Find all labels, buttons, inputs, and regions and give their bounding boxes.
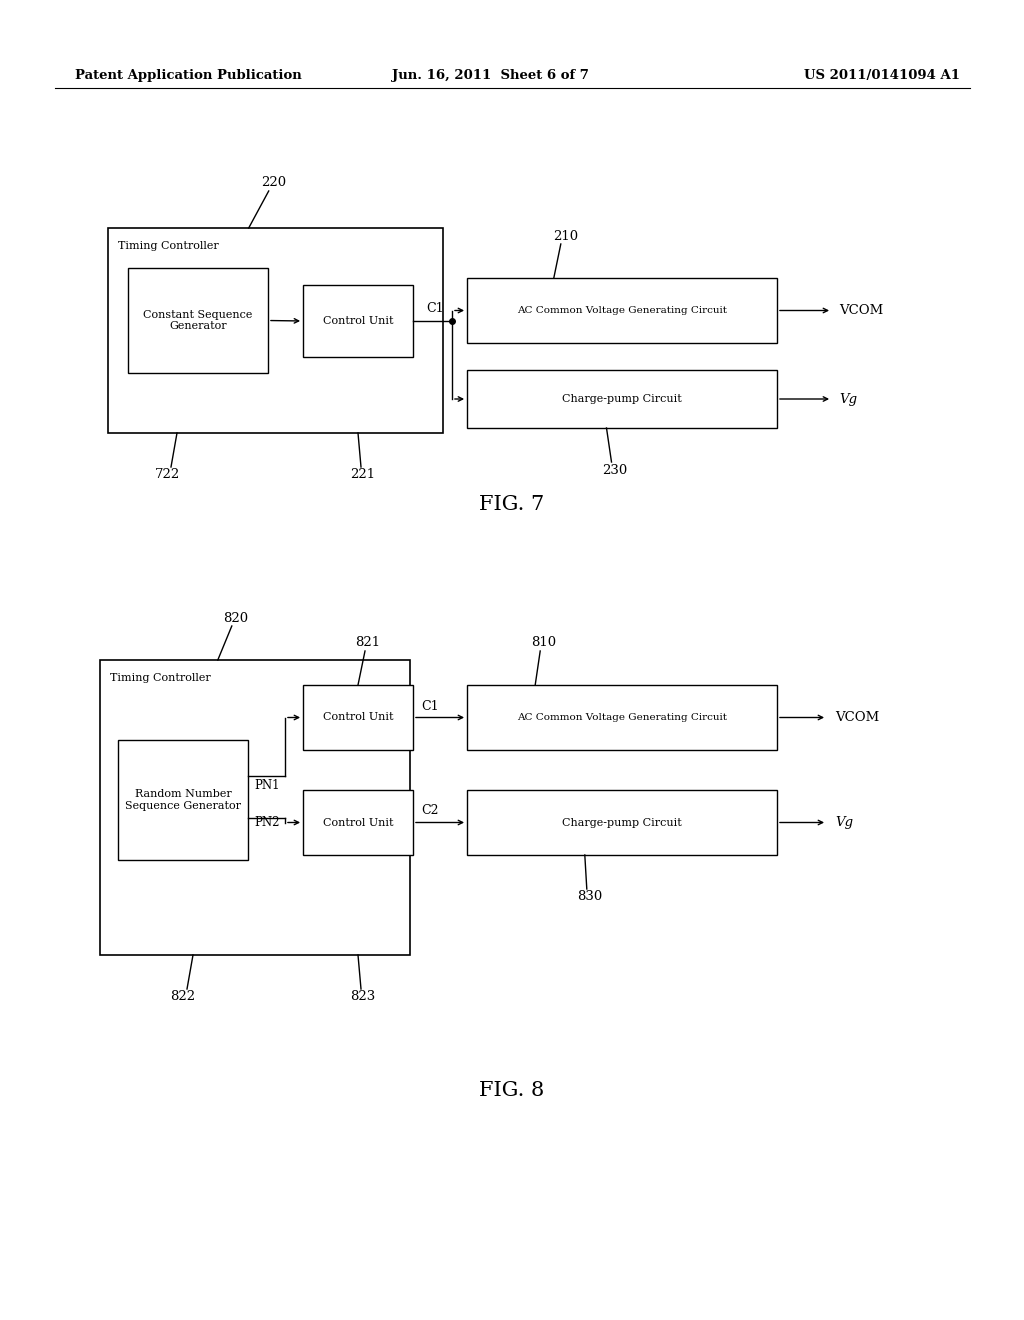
- Text: Charge-pump Circuit: Charge-pump Circuit: [562, 817, 682, 828]
- Text: Control Unit: Control Unit: [323, 817, 393, 828]
- Text: Patent Application Publication: Patent Application Publication: [75, 69, 302, 82]
- Text: Vg: Vg: [839, 392, 857, 405]
- Text: PN1: PN1: [255, 779, 280, 792]
- Text: Constant Sequence
Generator: Constant Sequence Generator: [143, 310, 253, 331]
- Text: Charge-pump Circuit: Charge-pump Circuit: [562, 393, 682, 404]
- Bar: [128, 268, 268, 374]
- Text: 230: 230: [602, 463, 627, 477]
- Text: Vg: Vg: [835, 816, 853, 829]
- Text: C1: C1: [421, 700, 438, 713]
- Text: VCOM: VCOM: [835, 711, 880, 723]
- Bar: [303, 685, 413, 750]
- Bar: [108, 228, 443, 433]
- Bar: [467, 370, 777, 428]
- Text: 820: 820: [223, 611, 249, 624]
- Text: 220: 220: [261, 177, 287, 190]
- Text: AC Common Voltage Generating Circuit: AC Common Voltage Generating Circuit: [517, 306, 727, 315]
- Bar: [118, 741, 248, 861]
- Text: 823: 823: [350, 990, 376, 1003]
- Bar: [100, 660, 410, 954]
- Text: 221: 221: [350, 469, 376, 482]
- Text: 722: 722: [155, 469, 179, 482]
- Text: Random Number
Sequence Generator: Random Number Sequence Generator: [125, 789, 241, 810]
- Text: Jun. 16, 2011  Sheet 6 of 7: Jun. 16, 2011 Sheet 6 of 7: [391, 69, 589, 82]
- Text: Timing Controller: Timing Controller: [118, 242, 219, 251]
- Bar: [467, 685, 777, 750]
- Text: 830: 830: [578, 891, 602, 903]
- Text: Control Unit: Control Unit: [323, 713, 393, 722]
- Text: FIG. 8: FIG. 8: [479, 1081, 545, 1100]
- Text: 822: 822: [170, 990, 196, 1003]
- Text: C1: C1: [426, 302, 444, 315]
- Text: 210: 210: [553, 230, 579, 243]
- Text: 821: 821: [355, 636, 381, 649]
- Text: 810: 810: [530, 636, 556, 649]
- Bar: [303, 285, 413, 356]
- Text: PN2: PN2: [255, 816, 280, 829]
- Text: Control Unit: Control Unit: [323, 315, 393, 326]
- Text: FIG. 7: FIG. 7: [479, 495, 545, 515]
- Text: AC Common Voltage Generating Circuit: AC Common Voltage Generating Circuit: [517, 713, 727, 722]
- Text: C2: C2: [421, 804, 438, 817]
- Text: Timing Controller: Timing Controller: [110, 673, 211, 682]
- Text: US 2011/0141094 A1: US 2011/0141094 A1: [804, 69, 961, 82]
- Bar: [303, 789, 413, 855]
- Bar: [467, 279, 777, 343]
- Text: VCOM: VCOM: [839, 304, 884, 317]
- Bar: [467, 789, 777, 855]
